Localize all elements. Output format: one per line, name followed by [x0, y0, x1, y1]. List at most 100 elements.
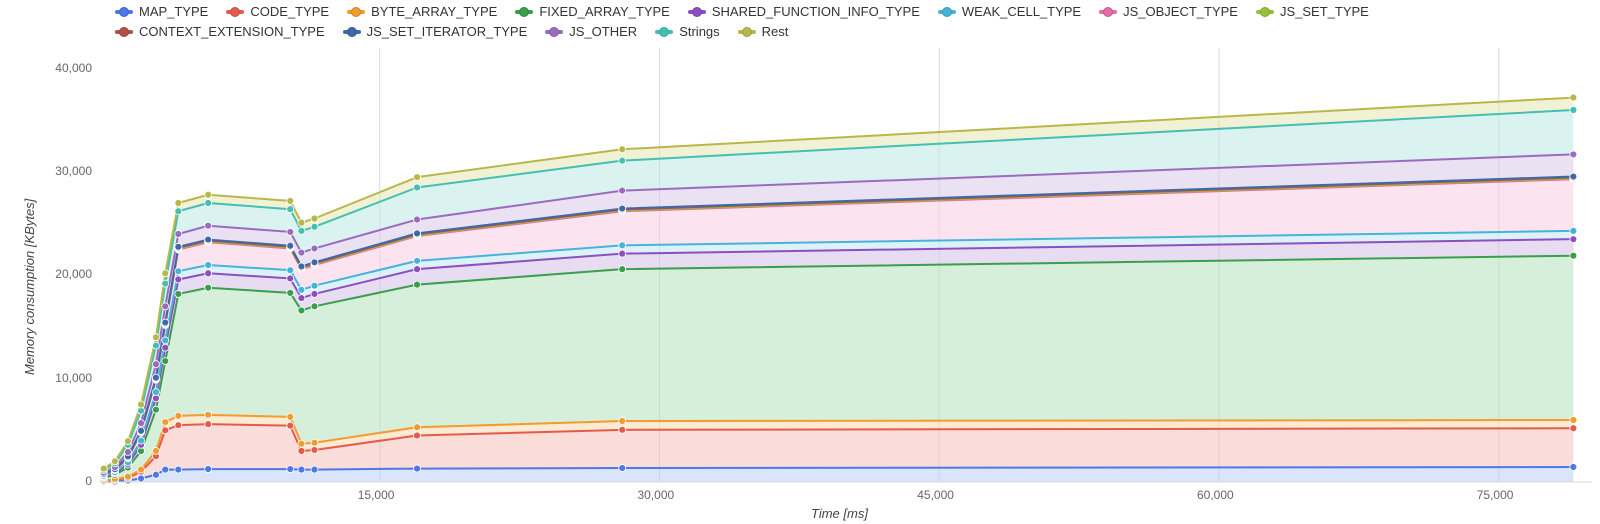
data-point[interactable] [1570, 94, 1577, 101]
data-point[interactable] [162, 270, 169, 277]
data-point[interactable] [162, 303, 169, 310]
data-point[interactable] [287, 466, 294, 473]
legend-item[interactable]: BYTE_ARRAY_TYPE [347, 2, 497, 22]
data-point[interactable] [311, 215, 318, 222]
data-point[interactable] [414, 184, 421, 191]
data-point[interactable] [162, 319, 169, 326]
data-point[interactable] [1570, 107, 1577, 114]
data-point[interactable] [124, 473, 131, 480]
data-point[interactable] [287, 242, 294, 249]
data-point[interactable] [619, 146, 626, 153]
legend-item[interactable]: FIXED_ARRAY_TYPE [515, 2, 670, 22]
data-point[interactable] [175, 466, 182, 473]
data-point[interactable] [298, 286, 305, 293]
data-point[interactable] [205, 200, 212, 207]
data-point[interactable] [175, 268, 182, 275]
data-point[interactable] [311, 259, 318, 266]
data-point[interactable] [414, 266, 421, 273]
data-point[interactable] [175, 243, 182, 250]
data-point[interactable] [287, 275, 294, 282]
data-point[interactable] [152, 389, 159, 396]
data-point[interactable] [175, 276, 182, 283]
data-point[interactable] [311, 439, 318, 446]
data-point[interactable] [205, 191, 212, 198]
data-point[interactable] [152, 374, 159, 381]
legend-item[interactable]: CONTEXT_EXTENSION_TYPE [115, 22, 325, 42]
data-point[interactable] [619, 426, 626, 433]
data-point[interactable] [619, 242, 626, 249]
data-point[interactable] [1570, 425, 1577, 432]
data-point[interactable] [162, 344, 169, 351]
data-point[interactable] [152, 342, 159, 349]
data-point[interactable] [287, 206, 294, 213]
data-point[interactable] [162, 419, 169, 426]
data-point[interactable] [298, 263, 305, 270]
data-point[interactable] [414, 257, 421, 264]
legend-item[interactable]: SHARED_FUNCTION_INFO_TYPE [688, 2, 920, 22]
data-point[interactable] [298, 307, 305, 314]
data-point[interactable] [111, 458, 118, 465]
data-point[interactable] [175, 200, 182, 207]
data-point[interactable] [152, 406, 159, 413]
data-point[interactable] [311, 245, 318, 252]
data-point[interactable] [619, 187, 626, 194]
data-point[interactable] [287, 422, 294, 429]
data-point[interactable] [619, 157, 626, 164]
data-point[interactable] [287, 197, 294, 204]
legend-item[interactable]: Rest [738, 22, 789, 42]
data-point[interactable] [152, 448, 159, 455]
data-point[interactable] [205, 284, 212, 291]
data-point[interactable] [205, 270, 212, 277]
data-point[interactable] [205, 421, 212, 428]
data-point[interactable] [1570, 252, 1577, 259]
legend-item[interactable]: JS_OTHER [545, 22, 637, 42]
data-point[interactable] [311, 446, 318, 453]
data-point[interactable] [287, 289, 294, 296]
data-point[interactable] [414, 432, 421, 439]
data-point[interactable] [175, 231, 182, 238]
data-point[interactable] [124, 438, 131, 445]
data-point[interactable] [298, 219, 305, 226]
data-point[interactable] [175, 208, 182, 215]
legend-item[interactable]: JS_SET_TYPE [1256, 2, 1369, 22]
data-point[interactable] [414, 230, 421, 237]
data-point[interactable] [298, 295, 305, 302]
data-point[interactable] [311, 282, 318, 289]
data-point[interactable] [298, 227, 305, 234]
data-point[interactable] [162, 337, 169, 344]
data-point[interactable] [138, 401, 145, 408]
data-point[interactable] [162, 466, 169, 473]
data-point[interactable] [1570, 464, 1577, 471]
data-point[interactable] [1570, 173, 1577, 180]
data-point[interactable] [138, 475, 145, 482]
data-point[interactable] [205, 236, 212, 243]
data-point[interactable] [152, 361, 159, 368]
data-point[interactable] [162, 280, 169, 287]
legend-item[interactable]: CODE_TYPE [226, 2, 329, 22]
data-point[interactable] [311, 466, 318, 473]
data-point[interactable] [619, 465, 626, 472]
data-point[interactable] [1570, 151, 1577, 158]
data-point[interactable] [175, 422, 182, 429]
data-point[interactable] [175, 412, 182, 419]
data-point[interactable] [287, 413, 294, 420]
legend-item[interactable]: JS_SET_ITERATOR_TYPE [343, 22, 528, 42]
data-point[interactable] [311, 290, 318, 297]
data-point[interactable] [1570, 236, 1577, 243]
data-point[interactable] [162, 358, 169, 365]
data-point[interactable] [287, 228, 294, 235]
data-point[interactable] [152, 334, 159, 341]
data-point[interactable] [619, 205, 626, 212]
data-point[interactable] [298, 440, 305, 447]
data-point[interactable] [124, 449, 131, 456]
data-point[interactable] [138, 420, 145, 427]
legend-item[interactable]: JS_OBJECT_TYPE [1099, 2, 1238, 22]
legend-item[interactable]: MAP_TYPE [115, 2, 208, 22]
data-point[interactable] [414, 424, 421, 431]
data-point[interactable] [100, 465, 107, 472]
data-point[interactable] [138, 437, 145, 444]
data-point[interactable] [175, 290, 182, 297]
data-point[interactable] [619, 250, 626, 257]
data-point[interactable] [1570, 417, 1577, 424]
data-point[interactable] [298, 466, 305, 473]
